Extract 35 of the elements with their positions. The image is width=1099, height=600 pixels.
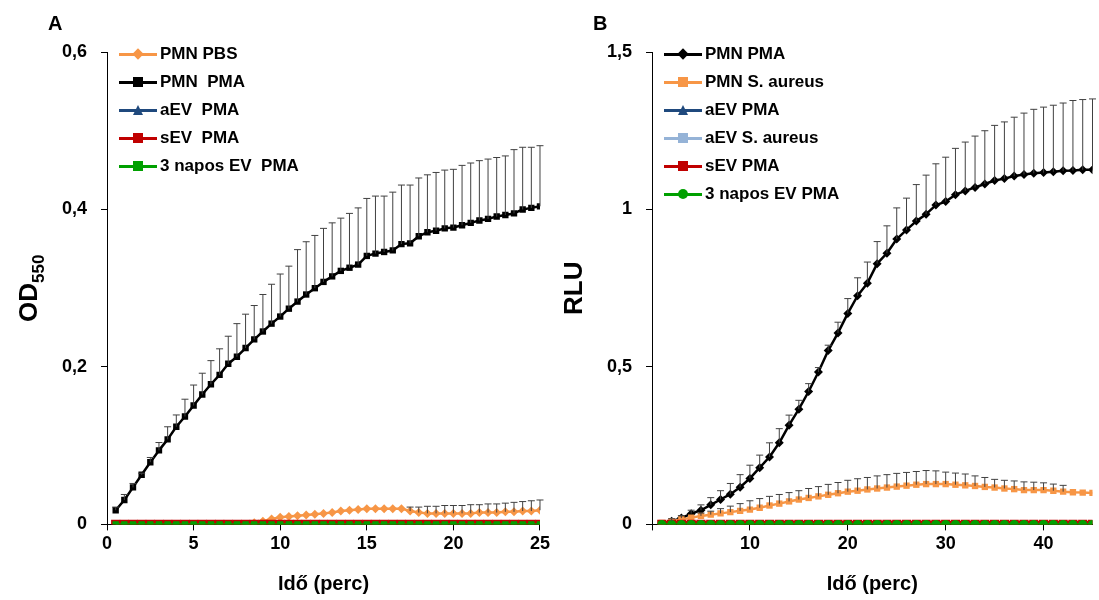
x-tick-label: 20 (837, 533, 858, 554)
y-tick-label: 0,4 (61, 198, 88, 219)
y-tick-label: 0,5 (606, 355, 633, 376)
legend-label: aEV PMA (705, 100, 780, 120)
x-axis-title: Idő (perc) (826, 571, 918, 594)
legend-label: PMN S. aureus (705, 72, 825, 92)
legend-label: sEV PMA (705, 156, 780, 176)
x-tick-label: 25 (529, 533, 550, 554)
x-tick-label: 40 (1033, 533, 1054, 554)
legend-label: sEV PMA (160, 128, 240, 148)
y-axis-title: RLU (558, 261, 589, 315)
x-tick-label: 5 (188, 533, 199, 554)
chart-title: A (48, 11, 63, 34)
legend-label: 3 napos EV PMA (160, 156, 299, 176)
y-tick-label: 1,5 (606, 40, 633, 61)
y-tick-label: 0 (77, 513, 88, 534)
x-tick-label: 20 (443, 533, 464, 554)
y-tick-label: 0,6 (61, 40, 88, 61)
legend-label: 3 napos EV PMA (705, 184, 840, 204)
x-tick-label: 10 (739, 533, 760, 554)
legend-label: PMN PMA (160, 72, 246, 92)
x-tick-label: 15 (356, 533, 377, 554)
legend-label: PMN PBS (160, 44, 238, 64)
y-tick-label: 0,2 (61, 355, 88, 376)
x-tick-label: 0 (102, 533, 113, 554)
y-tick-label: 1 (622, 198, 633, 219)
y-axis-title: OD550 (13, 254, 48, 322)
x-tick-label: 10 (270, 533, 291, 554)
legend-label: PMN PMA (705, 44, 786, 64)
legend-label: aEV PMA (160, 100, 240, 120)
x-tick-label: 30 (935, 533, 956, 554)
legend-label: aEV S. aureus (705, 128, 819, 148)
x-axis-title: Idő (perc) (277, 571, 370, 594)
y-tick-label: 0 (622, 513, 633, 534)
chart-title: B (593, 11, 608, 34)
